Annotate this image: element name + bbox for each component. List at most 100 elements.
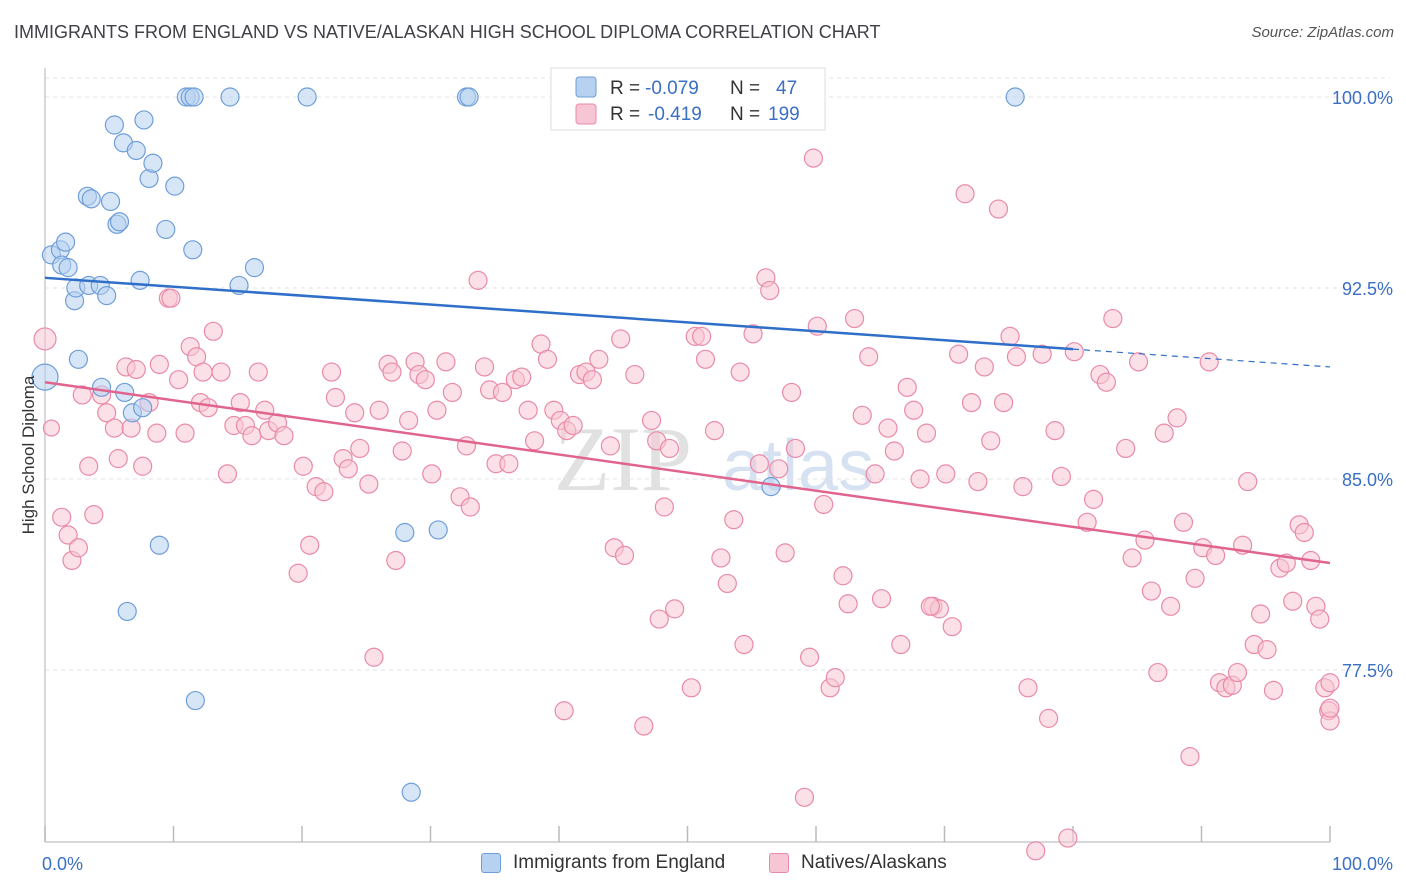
natives-point-28: [198, 398, 218, 418]
natives-point-139: [916, 423, 937, 443]
natives-point-2: [52, 507, 72, 527]
natives-point-121: [799, 647, 820, 667]
y-tick-label-3: 100.0%: [1332, 88, 1393, 108]
trend-line-england-extension: [1072, 348, 1331, 368]
natives-point-70: [468, 270, 488, 290]
natives-point-155: [1018, 678, 1038, 698]
natives-point-207: [649, 609, 669, 629]
england-point-46: [1005, 87, 1025, 107]
y-tick-label-2: 92.5%: [1342, 279, 1393, 299]
natives-point-128: [844, 308, 865, 329]
natives-point-159: [1045, 421, 1065, 441]
england-point-44: [459, 87, 479, 107]
natives-point-30: [211, 362, 231, 382]
natives-point-71: [474, 357, 495, 377]
stats-legend-swatch-blue: [575, 76, 597, 98]
natives-point-7: [79, 456, 99, 476]
natives-point-157: [1032, 344, 1052, 364]
natives-point-56: [382, 362, 402, 382]
natives-point-168: [1116, 438, 1136, 459]
x-tick-label-1: 100.0%: [1332, 854, 1393, 874]
natives-point-89: [582, 370, 603, 390]
natives-point-11: [104, 418, 124, 438]
natives-point-133: [878, 418, 898, 438]
natives-point-96: [634, 716, 654, 736]
natives-point-172: [1141, 581, 1161, 601]
natives-point-174: [1154, 423, 1174, 443]
natives-point-99: [654, 497, 674, 517]
natives-point-204: [1320, 673, 1340, 693]
natives-point-27: [193, 362, 213, 382]
x-tick-label-0: 0.0%: [42, 854, 83, 874]
stats-legend-frame: [550, 67, 826, 131]
n-label-1: N =: [730, 78, 760, 99]
natives-point-8: [84, 505, 104, 525]
england-point-16: [104, 115, 124, 135]
natives-point-75: [499, 454, 519, 474]
natives-point-200: [1310, 609, 1330, 629]
series-natives-alaskans: [33, 148, 1340, 861]
y-tick-label-0: 77.5%: [1342, 661, 1393, 681]
natives-point-190: [1251, 604, 1271, 624]
england-point-27: [143, 153, 163, 173]
england-point-23: [130, 270, 150, 290]
england-point-4: [55, 232, 76, 252]
stats-legend: R = -0.079 N = 47 R = -0.419 N = 199: [550, 67, 826, 131]
natives-point-195: [1283, 591, 1303, 611]
england-point-22: [126, 140, 146, 161]
natives-point-104: [692, 326, 712, 346]
natives-point-47: [325, 387, 346, 408]
natives-point-0: [33, 327, 57, 351]
natives-point-69: [460, 497, 480, 517]
r-value-1: -0.079: [645, 78, 699, 99]
natives-point-23: [175, 423, 195, 443]
legend-label-immigrants: Immigrants from England: [513, 852, 726, 873]
natives-point-160: [1051, 466, 1072, 487]
natives-point-40: [274, 426, 294, 446]
natives-point-46: [321, 362, 342, 382]
natives-point-49: [338, 459, 358, 479]
england-point-35: [185, 690, 205, 711]
natives-point-163: [1077, 512, 1097, 532]
england-point-45: [761, 477, 781, 497]
y-tick-labels: 77.5% 85.0% 92.5% 100.0%: [1332, 88, 1393, 681]
x-tick-labels: 0.0% 100.0%: [42, 854, 1393, 874]
natives-point-18: [147, 423, 167, 443]
n-label-2: N =: [730, 104, 760, 125]
england-point-28: [149, 535, 169, 555]
natives-point-116: [769, 459, 789, 479]
natives-point-59: [399, 410, 419, 431]
natives-point-152: [1000, 326, 1020, 346]
natives-point-125: [825, 668, 845, 688]
england-point-39: [297, 87, 317, 107]
natives-point-162: [1064, 342, 1084, 362]
natives-point-16: [133, 456, 153, 476]
natives-point-86: [563, 415, 583, 436]
trend-line-england: [44, 276, 1074, 351]
natives-point-151: [994, 393, 1014, 413]
natives-point-136: [897, 377, 917, 397]
natives-point-149: [981, 431, 1001, 451]
natives-point-6: [72, 385, 92, 405]
natives-point-102: [681, 678, 701, 698]
england-point-15: [100, 191, 121, 212]
natives-point-41: [288, 563, 308, 583]
natives-point-64: [427, 400, 447, 420]
england-point-30: [165, 176, 185, 196]
natives-point-93: [611, 329, 631, 349]
watermark-atlas: atlas: [722, 426, 874, 506]
england-point-8: [68, 349, 89, 369]
natives-point-176: [1167, 408, 1187, 428]
natives-point-95: [625, 364, 645, 385]
trend-line-natives: [44, 380, 1331, 565]
england-point-14: [97, 286, 117, 306]
natives-point-3: [58, 525, 78, 545]
natives-point-62: [415, 370, 435, 390]
natives-point-181: [1199, 352, 1219, 372]
england-point-41: [401, 782, 421, 802]
natives-point-36: [248, 362, 268, 382]
natives-point-192: [1263, 680, 1284, 700]
england-point-24: [133, 398, 153, 418]
england-point-40: [395, 522, 415, 543]
natives-point-45: [314, 482, 334, 502]
